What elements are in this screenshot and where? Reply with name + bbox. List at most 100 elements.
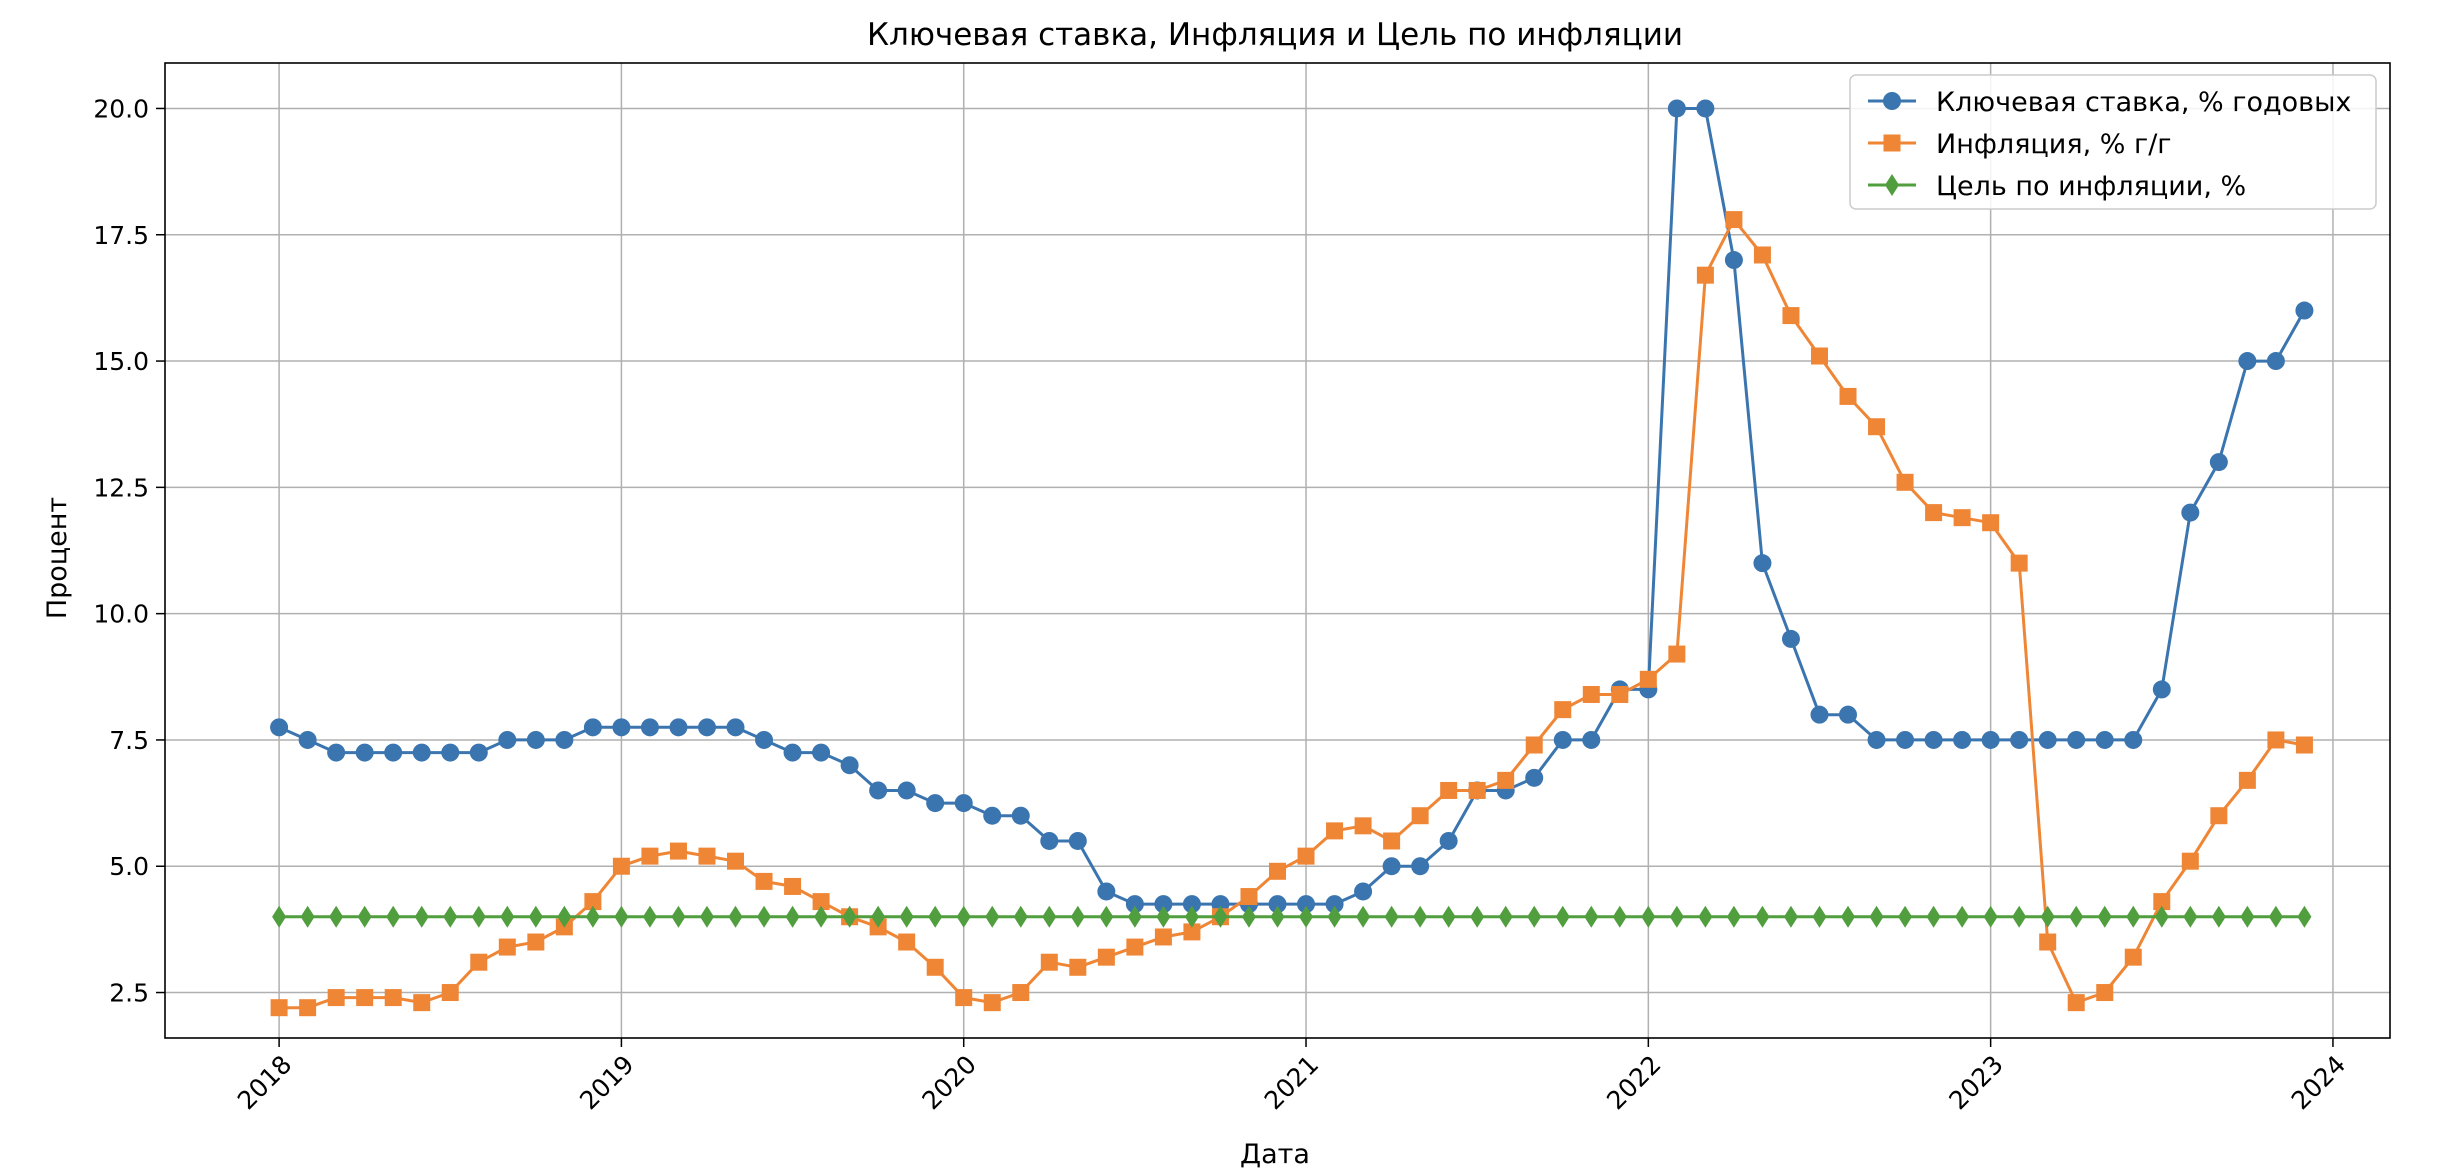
data-point-inflation-target [814,905,829,928]
data-point-key-rate [2295,301,2314,320]
data-point-inflation-target [2211,905,2226,928]
data-point-inflation-target [928,905,943,928]
legend-marker-inflation [1883,134,1901,152]
data-point-inflation [1782,307,1800,325]
data-point-key-rate [2038,730,2057,749]
data-point-inflation [2067,994,2085,1012]
data-point-key-rate [869,781,888,800]
data-point-inflation [898,933,916,951]
data-point-key-rate [1924,730,1943,749]
data-point-inflation-target [899,905,914,928]
data-point-inflation-target [1527,905,1542,928]
data-point-key-rate [412,743,431,762]
data-point-inflation-target [1070,905,1085,928]
data-point-inflation-target [1099,905,1114,928]
series-group [270,99,2314,1017]
data-point-key-rate [812,743,831,762]
data-point-inflation-target [671,905,686,928]
data-point-inflation [1810,347,1828,365]
data-point-inflation [1525,736,1543,754]
data-point-key-rate [669,718,688,737]
data-point-inflation [384,989,402,1007]
data-point-inflation-target [1270,905,1285,928]
data-point-inflation-target [2097,905,2112,928]
data-point-inflation [1611,685,1629,703]
data-point-inflation [1953,509,1971,527]
data-point-inflation [1497,771,1515,789]
series-key-rate [270,99,2314,914]
data-point-inflation [356,989,374,1007]
data-point-inflation [2181,852,2199,870]
legend-label-key-rate: Ключевая ставка, % годовых [1936,87,2351,118]
data-point-inflation [1240,888,1258,906]
data-point-inflation-target [1726,905,1741,928]
data-point-key-rate [755,730,774,749]
data-point-inflation-target [985,905,1000,928]
data-point-key-rate [1154,895,1173,914]
data-point-key-rate [555,730,574,749]
data-point-key-rate [2266,352,2285,371]
data-point-inflation-target [2012,905,2027,928]
data-point-key-rate [1525,768,1544,787]
data-point-inflation [1896,473,1914,491]
data-point-key-rate [1839,705,1858,724]
data-point-key-rate [2152,680,2171,699]
data-point-inflation [2238,771,2256,789]
data-point-inflation [2096,984,2114,1002]
data-point-inflation-target [1327,905,1342,928]
x-axis-label: Дата [1240,1139,1310,1170]
data-point-inflation-target [1641,905,1656,928]
data-point-inflation [1440,781,1458,799]
series-inflation [270,211,2313,1017]
data-point-inflation-target [1669,905,1684,928]
y-tick-label: 17.5 [93,221,149,250]
data-point-inflation [299,999,317,1017]
data-point-inflation-target [585,905,600,928]
data-point-key-rate [1411,857,1430,876]
y-tick-label: 15.0 [93,347,149,376]
data-point-key-rate [1097,882,1116,901]
data-point-inflation-target [1470,905,1485,928]
data-point-key-rate [1753,554,1772,573]
data-point-key-rate [926,794,945,813]
data-point-inflation-target [1698,905,1713,928]
data-point-inflation-target [1356,905,1371,928]
y-tick-label: 10.0 [93,600,149,629]
data-point-inflation-target [614,905,629,928]
y-tick-label: 7.5 [109,726,149,755]
data-point-key-rate [1182,895,1201,914]
data-point-key-rate [2095,730,2114,749]
data-point-inflation [584,893,602,911]
data-point-inflation-target [871,905,886,928]
data-point-inflation-target [642,905,657,928]
data-point-inflation [812,893,830,911]
data-point-key-rate [2067,730,2086,749]
data-point-inflation [926,958,944,976]
data-point-key-rate [1354,882,1373,901]
data-point-inflation [1069,958,1087,976]
data-point-key-rate [1040,831,1059,850]
data-point-key-rate [1582,730,1601,749]
y-tick-label: 12.5 [93,473,149,502]
data-point-inflation-target [2268,905,2283,928]
data-point-inflation-target [357,905,372,928]
data-point-inflation-target [1812,905,1827,928]
data-point-inflation [1126,938,1144,956]
data-point-inflation [441,984,459,1002]
data-point-key-rate [1981,730,2000,749]
data-point-inflation-target [329,905,344,928]
data-point-inflation-target [1869,905,1884,928]
data-point-inflation-target [1955,905,1970,928]
data-point-inflation [1925,504,1943,522]
data-point-inflation-target [1898,905,1913,928]
data-point-inflation [1154,928,1172,946]
data-point-inflation-target [1413,905,1428,928]
data-point-key-rate [897,781,916,800]
data-point-inflation [1468,781,1486,799]
data-point-key-rate [1667,99,1686,118]
legend: Ключевая ставка, % годовых Инфляция, % г… [1849,74,2377,210]
data-point-inflation [641,847,659,865]
data-point-inflation [698,847,716,865]
data-point-key-rate [697,718,716,737]
data-point-key-rate [270,718,289,737]
